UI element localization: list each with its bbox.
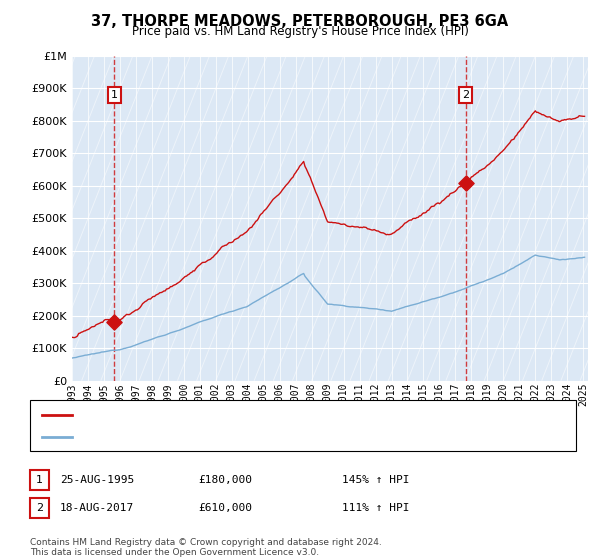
Point: [109, 318, 119, 327]
Text: HPI: Average price, detached house, City of Peterborough: HPI: Average price, detached house, City…: [78, 432, 379, 442]
Text: Price paid vs. HM Land Registry's House Price Index (HPI): Price paid vs. HM Land Registry's House …: [131, 25, 469, 38]
Text: 111% ↑ HPI: 111% ↑ HPI: [342, 503, 409, 513]
Text: 18-AUG-2017: 18-AUG-2017: [60, 503, 134, 513]
Text: 1: 1: [36, 475, 43, 485]
Point: [461, 178, 470, 187]
Text: £610,000: £610,000: [198, 503, 252, 513]
Text: 1: 1: [111, 90, 118, 100]
Text: 37, THORPE MEADOWS, PETERBOROUGH, PE3 6GA (detached house): 37, THORPE MEADOWS, PETERBOROUGH, PE3 6G…: [78, 409, 438, 419]
Text: 2: 2: [36, 503, 43, 513]
Text: 2: 2: [462, 90, 469, 100]
Text: 145% ↑ HPI: 145% ↑ HPI: [342, 475, 409, 485]
Text: £180,000: £180,000: [198, 475, 252, 485]
Text: 25-AUG-1995: 25-AUG-1995: [60, 475, 134, 485]
Text: 37, THORPE MEADOWS, PETERBOROUGH, PE3 6GA: 37, THORPE MEADOWS, PETERBOROUGH, PE3 6G…: [91, 14, 509, 29]
Text: Contains HM Land Registry data © Crown copyright and database right 2024.
This d: Contains HM Land Registry data © Crown c…: [30, 538, 382, 557]
